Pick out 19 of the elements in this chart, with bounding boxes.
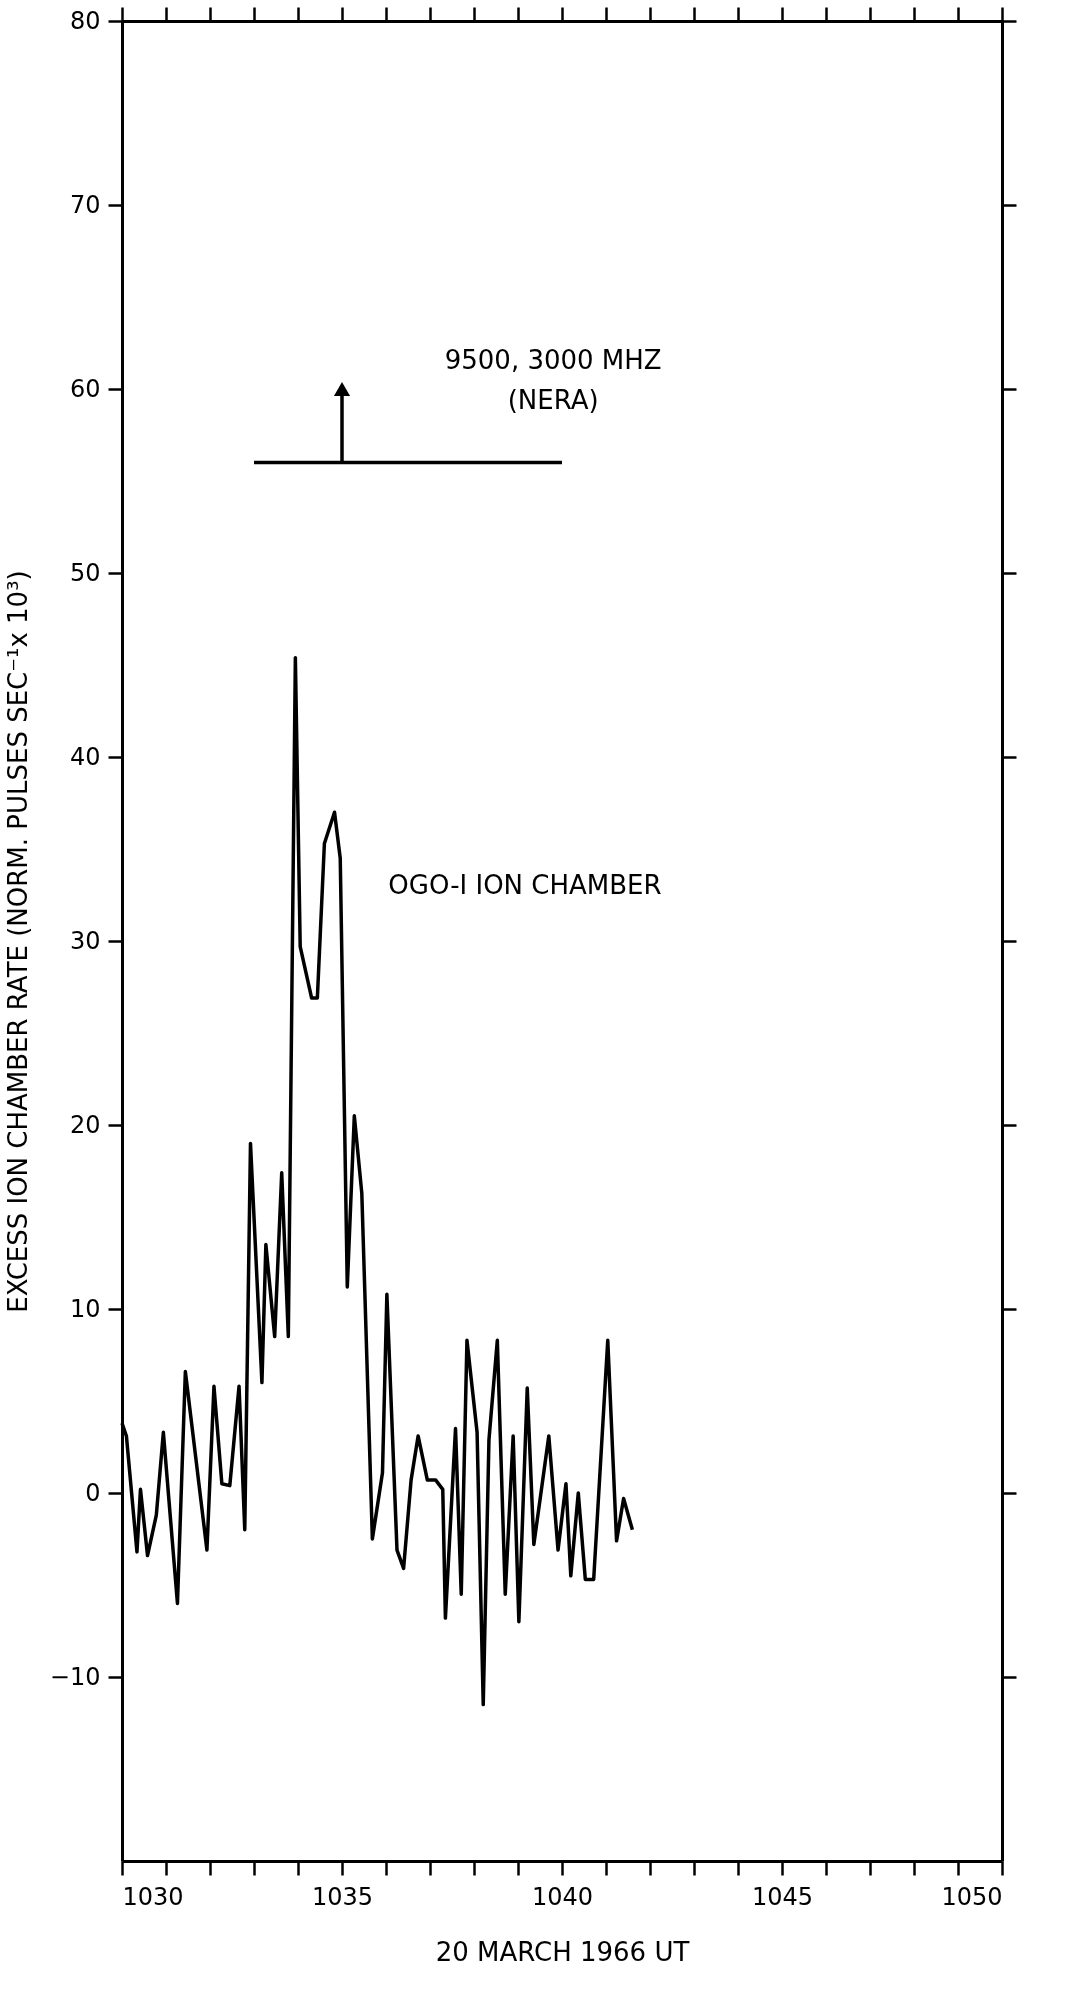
x-tick-label: 1040 <box>531 1882 594 1911</box>
y-tick-label: 0 <box>85 1478 101 1507</box>
x-tick-label: 1050 <box>941 1882 1003 1911</box>
y-tick-label: 40 <box>69 742 101 771</box>
y-tick-label: 60 <box>69 374 101 403</box>
annotation: 9500, 3000 MHZ (NERA) <box>444 345 662 416</box>
series-label: OGO-I ION CHAMBER <box>388 869 662 900</box>
x-tick-label: 1030 <box>122 1882 184 1911</box>
y-axis-title: EXCESS ION CHAMBER RATE (NORM. PULSES SEC⁻¹x 10³) <box>2 570 33 1313</box>
y-tick-label: −10 <box>49 1662 101 1691</box>
y-tick-label: 80 <box>69 6 101 35</box>
y-tick-label: 20 <box>69 1110 101 1139</box>
x-axis-title: 20 MARCH 1966 UT <box>435 1936 690 1967</box>
y-tick-label: 30 <box>69 926 101 955</box>
x-tick-label: 1045 <box>751 1882 814 1911</box>
y-tick-label: 10 <box>69 1294 101 1323</box>
y-tick-label: 50 <box>69 558 101 587</box>
y-tick-label: 70 <box>69 190 101 219</box>
x-tick-label: 1035 <box>311 1882 374 1911</box>
